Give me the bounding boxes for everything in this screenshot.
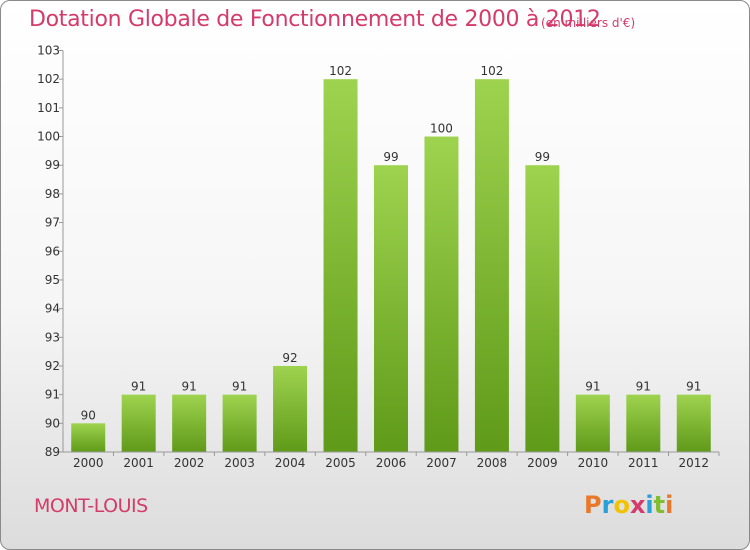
x-tick-label: 2003 <box>224 456 255 470</box>
bar <box>525 165 560 452</box>
y-tick-label: 99 <box>45 158 60 172</box>
y-tick-label: 102 <box>37 72 60 86</box>
data-label: 91 <box>636 380 651 394</box>
data-label: 99 <box>383 150 398 164</box>
unit-label: (en milliers d'€) <box>541 16 636 30</box>
location-name: MONT-LOUIS <box>34 495 148 517</box>
bar <box>676 394 711 452</box>
bar <box>323 79 358 452</box>
y-tick-label: 95 <box>45 273 60 287</box>
x-tick-label: 2001 <box>123 456 154 470</box>
x-tick-label: 2008 <box>477 456 508 470</box>
y-tick-label: 96 <box>45 244 60 258</box>
data-label: 92 <box>282 351 297 365</box>
data-label: 91 <box>232 380 247 394</box>
data-label: 102 <box>329 64 352 78</box>
x-tick-label: 2006 <box>376 456 407 470</box>
bar <box>172 394 207 452</box>
y-tick-label: 101 <box>37 101 60 115</box>
logo-letter: i <box>665 491 674 519</box>
x-axis: 2000 2001 2002 2003 2004 2005 2006 2007 2008 2009… <box>63 451 720 470</box>
bar <box>121 394 156 452</box>
logo-letter: P <box>584 491 602 519</box>
x-tick-label: 2002 <box>174 456 205 470</box>
y-tick-label: 93 <box>45 330 60 344</box>
x-tick-label: 2000 <box>73 456 104 470</box>
y-tick-label: 91 <box>45 388 60 402</box>
logo-letter: o <box>613 491 630 519</box>
logo-letter: i <box>645 491 654 519</box>
bar <box>273 365 308 452</box>
logo-letter: t <box>653 491 666 519</box>
y-tick-label: 100 <box>37 130 60 144</box>
proxiti-logo[interactable]: Proxiti <box>584 491 673 519</box>
x-tick-label: 2010 <box>578 456 609 470</box>
bar <box>626 394 661 452</box>
y-tick-label: 94 <box>45 302 60 316</box>
x-tick-label: 2011 <box>628 456 659 470</box>
y-tick-label: 92 <box>45 359 60 373</box>
logo-letter: x <box>629 491 646 519</box>
x-tick-label: 2005 <box>325 456 356 470</box>
data-label: 91 <box>182 380 197 394</box>
x-tick-label: 2009 <box>527 456 558 470</box>
data-label: 91 <box>686 380 701 394</box>
bars: 90 91 91 91 92 102 99 100 102 99 91 91 91 <box>71 64 711 453</box>
data-label: 91 <box>585 380 600 394</box>
x-tick-label: 2004 <box>275 456 306 470</box>
y-tick-label: 103 <box>37 44 60 58</box>
bar <box>575 394 610 452</box>
bar <box>474 79 509 452</box>
bar <box>424 136 459 453</box>
data-label: 102 <box>480 64 503 78</box>
data-label: 90 <box>81 408 96 422</box>
y-tick-label: 90 <box>45 416 60 430</box>
x-tick-label: 2007 <box>426 456 457 470</box>
bar <box>71 423 106 452</box>
y-tick-label: 98 <box>45 187 60 201</box>
logo-letter: r <box>601 491 614 519</box>
y-tick-label: 89 <box>45 445 60 459</box>
y-tick-label: 97 <box>45 216 60 230</box>
data-label: 100 <box>430 122 453 136</box>
data-label: 99 <box>535 150 550 164</box>
y-axis: 89 90 91 92 93 94 95 96 97 98 99 100 101 102 103 <box>37 44 64 459</box>
chart-title: Dotation Globale de Fonctionnement de 20… <box>29 7 601 32</box>
bar <box>222 394 257 452</box>
bar <box>374 165 408 452</box>
data-label: 91 <box>131 380 146 394</box>
x-tick-label: 2012 <box>678 456 709 470</box>
